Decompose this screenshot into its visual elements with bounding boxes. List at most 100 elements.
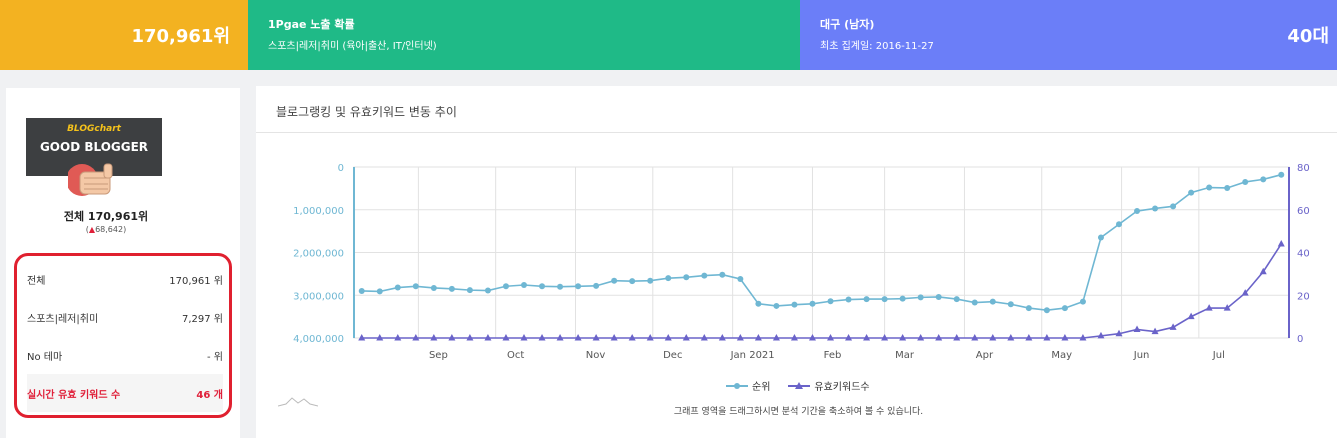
y-right-tick-label: 20 (1297, 291, 1310, 302)
rank-point (989, 298, 996, 305)
stat-key: 스포츠|레저|취미 (27, 314, 99, 325)
rank-point (1061, 305, 1068, 312)
keyword-point (556, 334, 564, 341)
rank-point (1025, 305, 1032, 312)
rank-point (1170, 203, 1177, 210)
stat-value: 170,961 위 (169, 276, 223, 287)
topic-categories: 스포츠|레저|취미 (육아|출산, IT/인터넷) (268, 41, 437, 52)
rank-point (1188, 189, 1195, 196)
drag-hint: 그래프 영역을 드래그하시면 분석 기간을 축소하여 볼 수 있습니다. (673, 407, 924, 417)
keyword-point (430, 334, 438, 341)
stat-row-theme: No 테마 - 위 (27, 336, 223, 374)
total-rank: 전체 170,961위 (63, 210, 149, 223)
rank-point (737, 276, 744, 283)
keyword-point (466, 334, 474, 341)
keyword-point (1079, 334, 1087, 341)
stat-value: 7,297 위 (181, 314, 223, 325)
keyword-point (1259, 267, 1267, 275)
keyword-point (502, 334, 510, 341)
keyword-point (1241, 289, 1249, 296)
x-tick-label: Feb (824, 350, 842, 361)
keyword-point (790, 334, 798, 341)
keyword-point (808, 334, 816, 341)
rank-point (1224, 184, 1231, 191)
y-right-tick-label: 80 (1297, 163, 1310, 174)
x-tick-label: Jun (1133, 350, 1150, 361)
y-right-tick-label: 0 (1297, 334, 1303, 345)
stat-row-keywords: 실시간 유효 키워드 수 46 개 (27, 374, 223, 412)
thumbs-up-icon (68, 163, 113, 196)
keyword-point (592, 334, 600, 341)
rank-point (1079, 298, 1086, 305)
keyword-point (1097, 331, 1105, 339)
keyword-point (917, 334, 925, 341)
rank-tile: 170,961위 (0, 0, 248, 70)
keyword-point (881, 334, 889, 341)
x-tick-label: Dec (663, 350, 682, 361)
rank-point (376, 288, 383, 295)
legend-triangle-icon (788, 381, 811, 389)
rank-point (611, 277, 618, 284)
y-left-tick-label: 4,000,000 (293, 334, 344, 345)
rank-point (935, 293, 942, 300)
rank-point (575, 283, 582, 290)
rank-point (755, 300, 762, 307)
stat-row-total: 전체 170,961 위 (27, 260, 223, 298)
keyword-point (772, 334, 780, 341)
keyword-point (1025, 334, 1033, 341)
keyword-point (700, 334, 708, 341)
keyword-point (448, 334, 456, 341)
keyword-point (989, 334, 997, 341)
chart-legend: 순위 유효키워드수 (726, 378, 870, 393)
x-tick-label: Sep (429, 350, 448, 361)
rank-point (1242, 178, 1249, 185)
keyword-point (827, 334, 835, 341)
stat-key: 실시간 유효 키워드 수 (27, 390, 121, 401)
keyword-point (358, 334, 366, 341)
rank-point (1097, 234, 1104, 241)
badge-brand: BLOGchart (67, 124, 121, 134)
badge-title: GOOD BLOGGER (39, 140, 149, 154)
keyword-point (376, 334, 384, 341)
rank-point (466, 287, 473, 294)
rank-point (1260, 176, 1267, 183)
keyword-point (610, 334, 618, 341)
trend-chart[interactable]: Sep Oct Nov Dec Jan 2021 Feb Mar Apr May Jun Jul 0 1… (256, 86, 1337, 386)
rank-point (665, 275, 672, 282)
topic-tile: 1Pgae 노출 확률 스포츠|레저|취미 (육아|출산, IT/인터넷) ! (248, 0, 1027, 70)
profile-panel: BLOGchart GOOD BLOGGER 전체 170,961위 (▲68,… (6, 88, 240, 438)
rank-point (827, 298, 834, 305)
keyword-point (845, 334, 853, 341)
legend-label: 순위 (752, 382, 771, 393)
rank-point (971, 299, 978, 306)
y-left-tick-label: 0 (338, 163, 344, 174)
chart-title: 블로그랭킹 및 유효키워드 변동 추이 (276, 105, 457, 119)
rank-point (1007, 301, 1014, 308)
rank-point (1152, 205, 1159, 212)
divider (256, 132, 1337, 133)
trend-chart-panel: 블로그랭킹 및 유효키워드 변동 추이 Sep Oct Nov Dec Jan 2021… (256, 86, 1337, 438)
rank-point (683, 274, 690, 281)
rank-point (394, 284, 401, 291)
legend-item-keywords[interactable]: 유효키워드수 (788, 378, 870, 393)
keyword-series-line (361, 243, 1282, 339)
keyword-point (574, 334, 582, 341)
rank-point (539, 283, 546, 290)
x-tick-label: Nov (586, 350, 606, 361)
rank-point (719, 271, 726, 278)
legend-item-rank[interactable]: 순위 (726, 378, 770, 393)
x-tick-label: Jan 2021 (730, 350, 775, 361)
range-navigator-icon[interactable] (278, 394, 318, 408)
rank-point (809, 300, 816, 307)
rank-stats-box: 전체 170,961 위 스포츠|레저|취미 7,297 위 No 테마 - 위… (14, 253, 232, 418)
keyword-point (1151, 327, 1159, 335)
exposure-title: 1Pgae 노출 확률 (268, 18, 355, 31)
x-tick-label: Oct (507, 350, 524, 361)
keyword-point (1133, 325, 1141, 332)
keyword-point (863, 334, 871, 341)
rank-point (647, 277, 654, 284)
x-tick-label: May (1051, 350, 1072, 361)
rank-point (1134, 208, 1141, 215)
keyword-point (935, 334, 943, 341)
rank-point (881, 296, 888, 303)
